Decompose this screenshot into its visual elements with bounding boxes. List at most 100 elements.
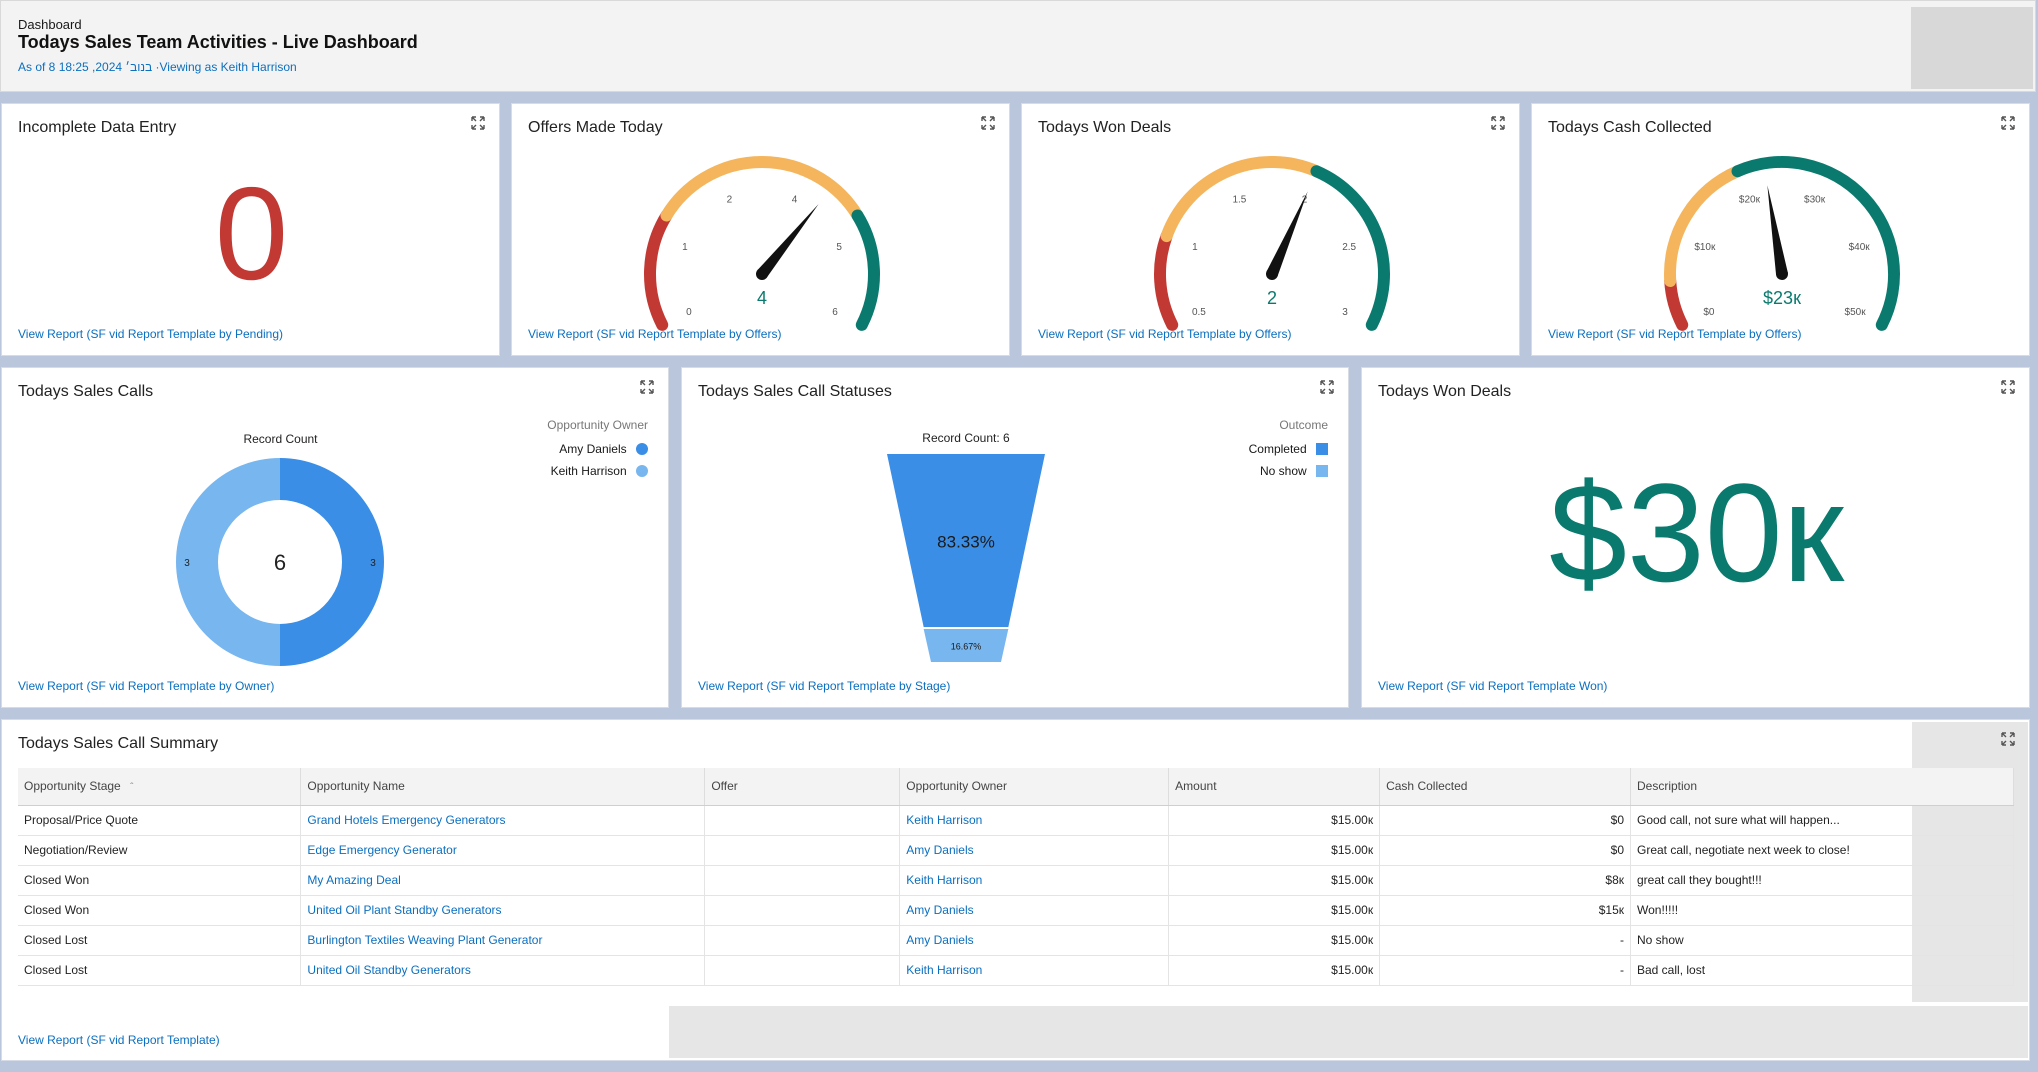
gauge-tick-label: 0 — [686, 307, 692, 318]
owner-link[interactable]: Amy Daniels — [899, 835, 1170, 866]
chart-label: Record Count — [243, 432, 318, 446]
donut-center-value: 6 — [274, 550, 286, 575]
card-offers-made-today: Offers Made Today 0 1 2 4 5 6 4 View Report (S… — [511, 103, 1010, 356]
expand-icon[interactable] — [2001, 732, 2015, 746]
table-row: Closed Won United Oil Plant Standby Gene… — [18, 895, 2014, 926]
gauge-tick-label: 2.5 — [1342, 242, 1356, 253]
gauge-tick-label: 2 — [727, 195, 733, 206]
header-placeholder — [1911, 7, 2033, 89]
opportunity-link[interactable]: Edge Emergency Generator — [300, 835, 706, 866]
gauge-needle — [1266, 191, 1308, 277]
table-row: Proposal/Price Quote Grand Hotels Emerge… — [18, 805, 2014, 836]
column-header[interactable]: Opportunity Stage ˆ — [18, 768, 302, 806]
legend-label: Completed — [1248, 442, 1307, 456]
legend-item[interactable]: Keith Harrison — [551, 464, 648, 486]
card-todays-cash-collected: Todays Cash Collected $0 $10к $20к $30к $40к… — [1531, 103, 2030, 356]
view-report-link[interactable]: View Report (SF vid Report Template by O… — [528, 327, 782, 341]
card-title: Incomplete Data Entry — [18, 119, 177, 136]
gauge-tick-label: 5 — [836, 242, 842, 253]
gauge-tick-label: 1.5 — [1232, 195, 1246, 206]
gauge-tick-label: 1 — [1192, 242, 1198, 253]
funnel-data-label: 16.67% — [951, 641, 982, 651]
opportunity-link[interactable]: My Amazing Deal — [300, 865, 706, 896]
view-report-link[interactable]: View Report (SF vid Report Template by O… — [1038, 327, 1292, 341]
description-cell: Good call, not sure what will happen... — [1630, 805, 2014, 836]
table-row: Negotiation/Review Edge Emergency Genera… — [18, 835, 2014, 866]
offer-cell — [704, 865, 901, 896]
offer-cell — [704, 925, 901, 956]
amount-cell: $15.00к — [1168, 895, 1381, 926]
opportunity-link[interactable]: Burlington Textiles Weaving Plant Genera… — [300, 925, 706, 956]
stage-cell: Closed Won — [18, 895, 302, 926]
table-row: Closed Lost Burlington Textiles Weaving … — [18, 925, 2014, 956]
card-title: Todays Sales Call Summary — [18, 735, 219, 752]
gauge-band — [1310, 165, 1390, 331]
cash-cell: $0 — [1379, 835, 1631, 866]
as-of-timestamp[interactable]: As of 8 18:25 ,2024 בנוב׳ ·Viewing as Ke… — [18, 60, 297, 74]
breadcrumb[interactable]: Dashboard — [18, 17, 82, 32]
column-header[interactable]: Cash Collected — [1379, 768, 1631, 806]
expand-icon[interactable] — [1320, 380, 1334, 394]
expand-icon[interactable] — [2001, 380, 2015, 394]
view-report-link[interactable]: View Report (SF vid Report Template by P… — [18, 327, 284, 341]
legend-label: Amy Daniels — [559, 442, 627, 456]
gauge-band — [1664, 275, 1689, 331]
card-title: Todays Won Deals — [1038, 119, 1172, 136]
gauge-tick-label: 2 — [1302, 195, 1308, 206]
owner-link[interactable]: Amy Daniels — [899, 895, 1170, 926]
offer-cell — [704, 835, 901, 866]
column-header[interactable]: Opportunity Name — [300, 768, 706, 806]
placeholder-panel — [669, 1006, 2028, 1058]
card-todays-sales-calls: Todays Sales Calls Record Count 3 3 6 Oppo… — [1, 367, 669, 708]
gauge-value: $23к — [1763, 288, 1801, 308]
owner-link[interactable]: Keith Harrison — [899, 955, 1170, 986]
expand-icon[interactable] — [981, 116, 995, 130]
legend-swatch — [636, 465, 648, 477]
offer-cell — [704, 805, 901, 836]
expand-icon[interactable] — [2001, 116, 2015, 130]
donut-slice — [176, 458, 280, 666]
description-cell: Won!!!!! — [1630, 895, 2014, 926]
description-cell: great call they bought!!! — [1630, 865, 2014, 896]
gauge-value: 2 — [1267, 288, 1277, 308]
owner-link[interactable]: Keith Harrison — [899, 865, 1170, 896]
gauge-tick-label: 3 — [1342, 307, 1348, 318]
amount-cell: $15.00к — [1168, 925, 1381, 956]
card-todays-won-deals-gauge: Todays Won Deals 0.5 1 1.5 2 2.5 3 2 View Repo… — [1021, 103, 1520, 356]
view-report-link[interactable]: View Report (SF vid Report Template by O… — [1548, 327, 1802, 341]
cash-cell: - — [1379, 955, 1631, 986]
gauge-tick-label: 6 — [832, 307, 838, 318]
card-sales-call-summary: Todays Sales Call Summary Opportunity St… — [1, 719, 2030, 1061]
description-cell: Great call, negotiate next week to close… — [1630, 835, 2014, 866]
opportunity-link[interactable]: Grand Hotels Emergency Generators — [300, 805, 706, 836]
expand-icon[interactable] — [640, 380, 654, 394]
view-report-link[interactable]: View Report (SF vid Report Template by O… — [18, 679, 275, 693]
sort-icon[interactable]: ˆ — [130, 782, 134, 794]
expand-icon[interactable] — [1491, 116, 1505, 130]
column-header[interactable]: Description — [1630, 768, 2014, 806]
view-report-link[interactable]: View Report (SF vid Report Template Won) — [1378, 679, 1608, 693]
amount-cell: $15.00к — [1168, 805, 1381, 836]
opportunity-link[interactable]: United Oil Standby Generators — [300, 955, 706, 986]
column-header[interactable]: Opportunity Owner — [899, 768, 1170, 806]
column-header[interactable]: Amount — [1168, 768, 1381, 806]
column-header[interactable]: Offer — [704, 768, 901, 806]
legend-item[interactable]: No show — [1249, 464, 1328, 486]
legend-item[interactable]: Completed — [1249, 442, 1328, 464]
owner-link[interactable]: Keith Harrison — [899, 805, 1170, 836]
donut-chart: 3 3 6 — [176, 458, 384, 666]
card-title: Todays Sales Calls — [18, 383, 154, 400]
opportunity-link[interactable]: United Oil Plant Standby Generators — [300, 895, 706, 926]
expand-icon[interactable] — [471, 116, 485, 130]
view-report-link[interactable]: View Report (SF vid Report Template by S… — [698, 679, 951, 693]
gauge-chart: 0.5 1 1.5 2 2.5 3 2 — [1154, 156, 1390, 331]
legend: Amy Daniels Keith Harrison — [551, 442, 648, 486]
legend-label: No show — [1259, 464, 1307, 478]
owner-link[interactable]: Amy Daniels — [899, 925, 1170, 956]
card-title: Offers Made Today — [528, 119, 663, 136]
legend-item[interactable]: Amy Daniels — [551, 442, 648, 464]
stage-cell: Closed Won — [18, 865, 302, 896]
view-report-link[interactable]: View Report (SF vid Report Template) — [18, 1033, 220, 1047]
gauge-tick-label: $30к — [1804, 195, 1826, 206]
cash-cell: $15к — [1379, 895, 1631, 926]
